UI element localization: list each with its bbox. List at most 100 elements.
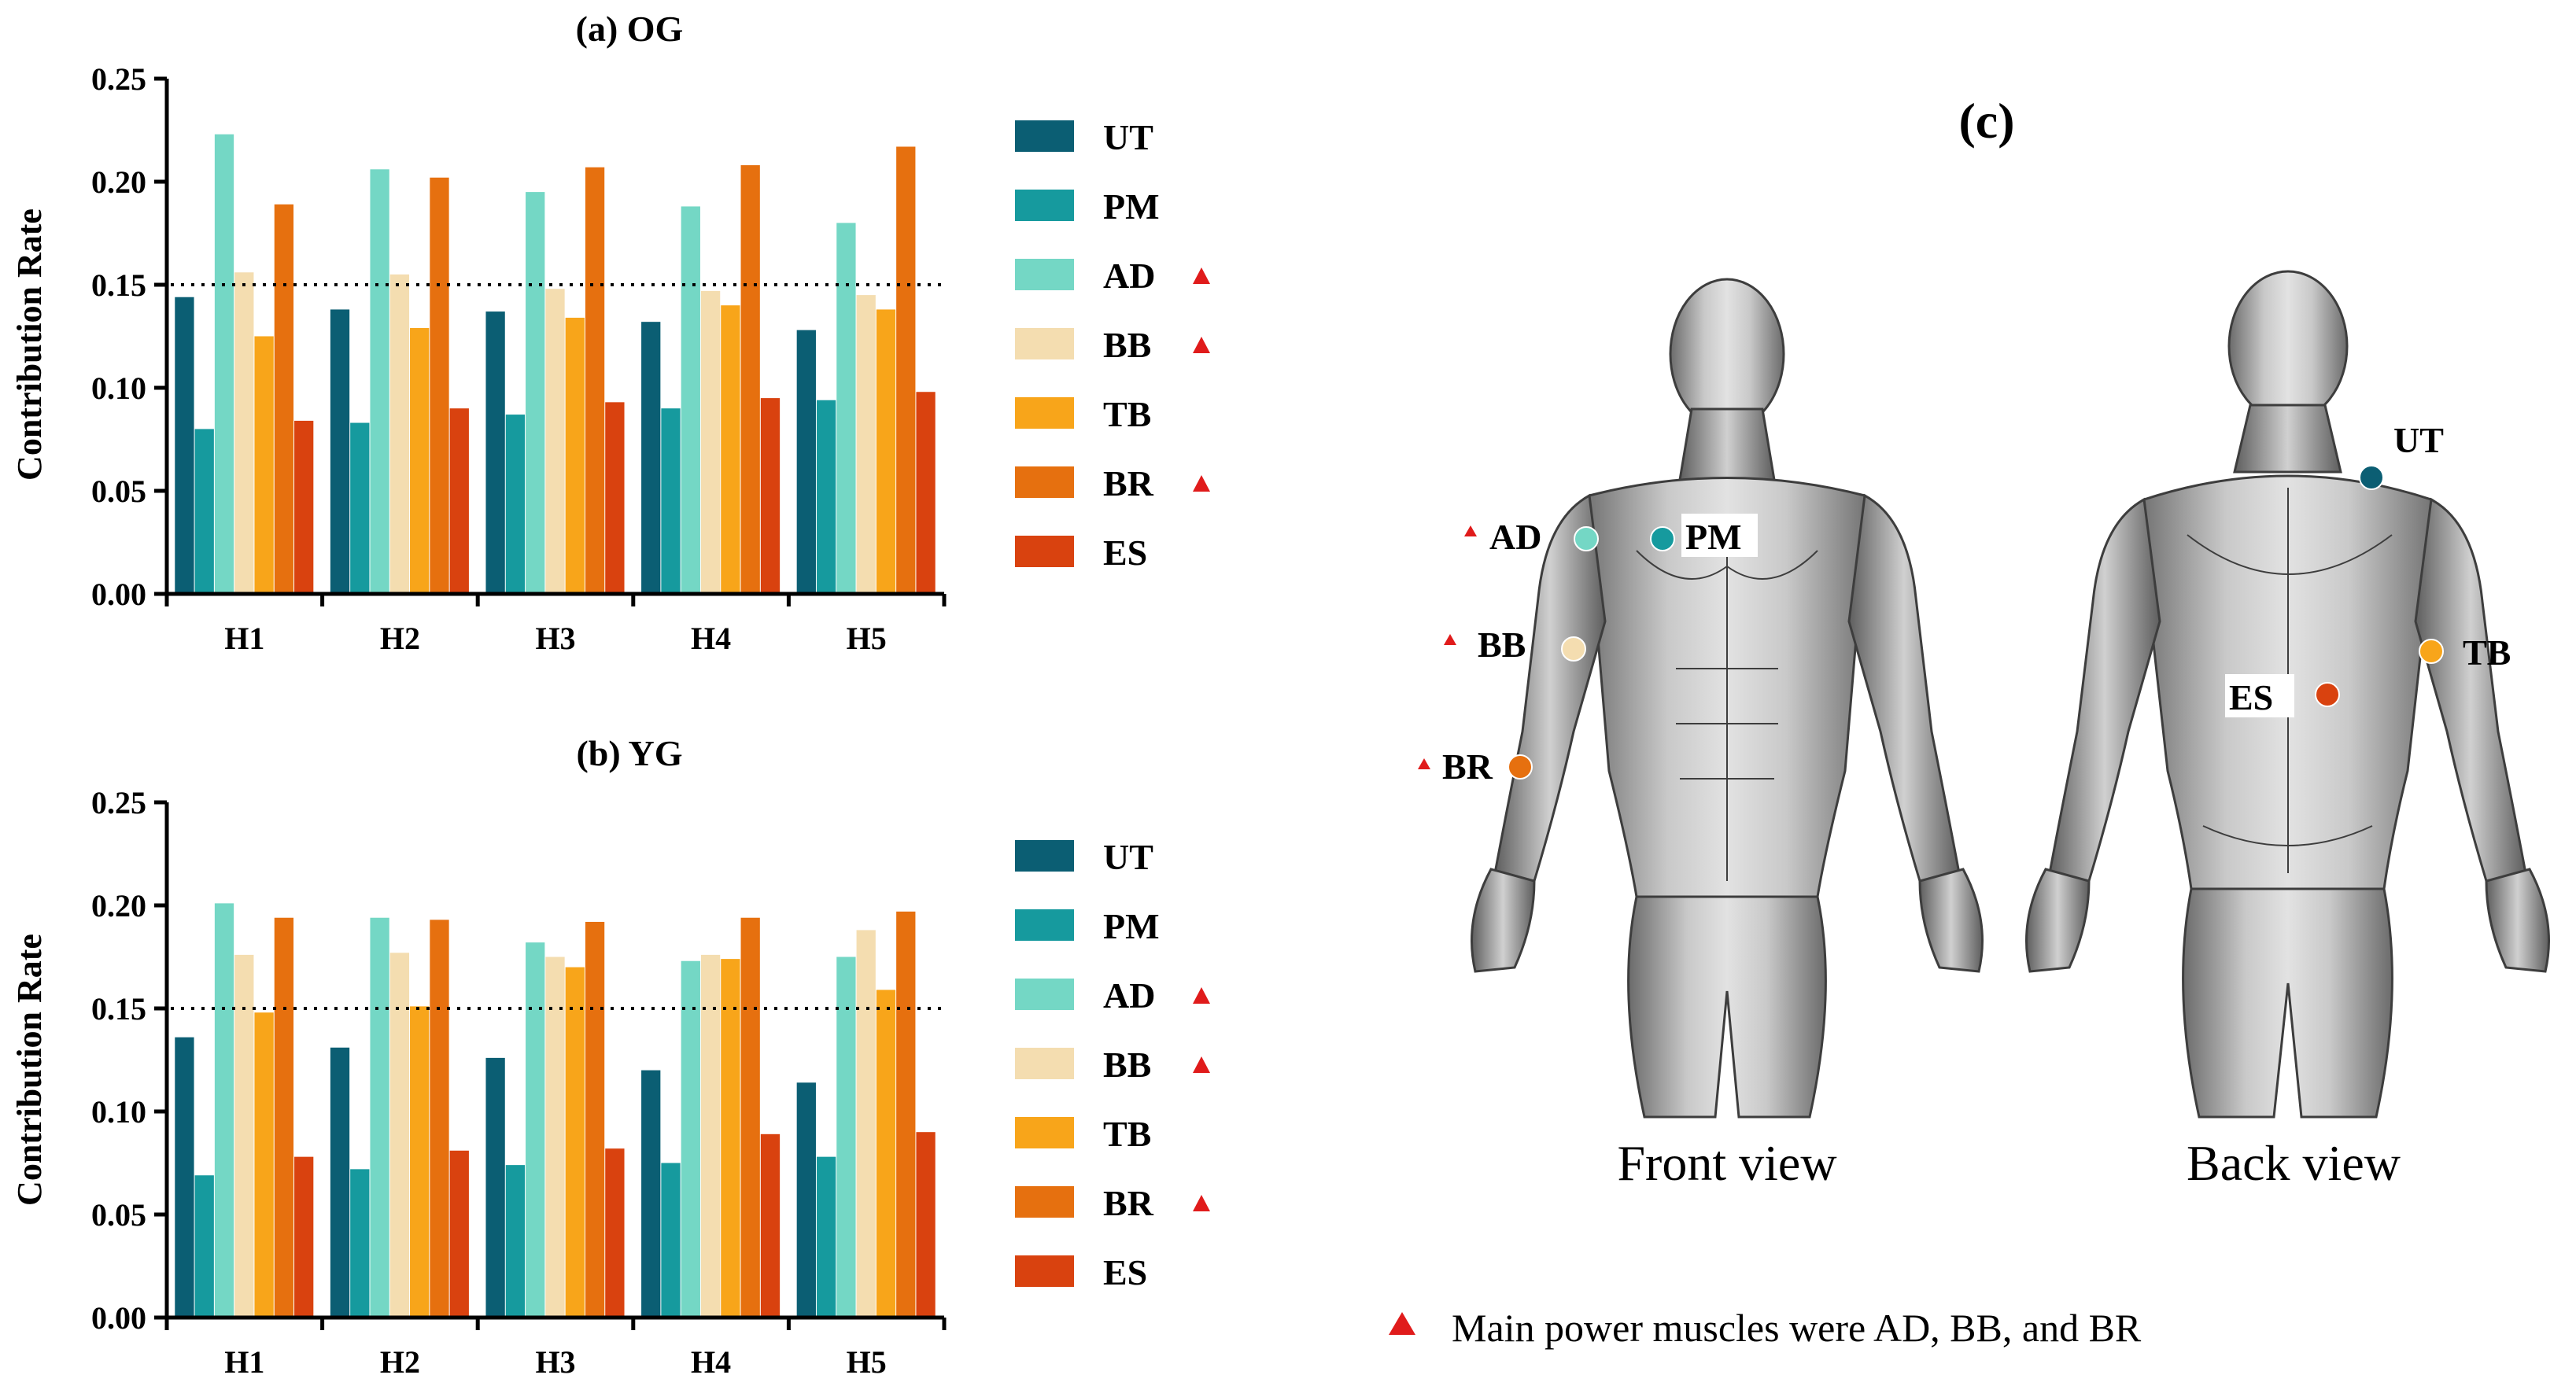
bar-TB-H3 [565, 317, 585, 594]
muscle-label: UT [2393, 420, 2444, 460]
back-right-hand [2485, 868, 2550, 973]
legend-swatch [1015, 979, 1074, 1010]
legend-label: PM [1103, 906, 1160, 946]
y-tick-label: 0.20 [91, 164, 146, 200]
bar-BR-H5 [896, 911, 916, 1318]
bar-ES-H2 [449, 408, 469, 594]
panel-c-title: (c) [1958, 93, 2014, 149]
bar-ES-H4 [760, 1133, 781, 1318]
back-legs [2182, 887, 2393, 1119]
main-muscle-triangle-icon [1193, 1195, 1210, 1211]
bar-PM-H1 [194, 429, 214, 594]
y-axis-label: Contribution Rate [10, 934, 49, 1206]
x-tick-label: H2 [380, 621, 420, 656]
muscle-label: TB [2463, 632, 2511, 673]
bar-PM-H3 [505, 415, 526, 594]
bar-TB-H5 [876, 990, 896, 1318]
bar-ES-H4 [760, 398, 781, 594]
y-axis-label: Contribution Rate [10, 208, 49, 481]
y-tick-label: 0.25 [91, 61, 146, 97]
bar-AD-H5 [836, 957, 856, 1318]
bar-BR-H2 [430, 177, 449, 594]
front-right-arm [1847, 493, 1961, 883]
bar-UT-H2 [330, 309, 350, 594]
main-muscle-triangle-icon [1193, 1056, 1210, 1073]
bar-AD-H3 [526, 942, 545, 1318]
back-view-caption: Back view [2187, 1135, 2401, 1191]
bar-BB-H3 [545, 289, 565, 594]
muscle-dot-icon [2419, 639, 2444, 664]
bar-AD-H4 [681, 960, 700, 1318]
legend-swatch [1015, 190, 1074, 221]
y-tick-label: 0.25 [91, 785, 146, 820]
bar-BR-H3 [585, 167, 605, 594]
bar-AD-H2 [370, 169, 389, 594]
legend-swatch [1015, 1117, 1074, 1148]
marker-AD: AD [1464, 517, 1599, 557]
x-tick-label: H2 [380, 1344, 420, 1380]
bar-TB-H4 [721, 959, 740, 1318]
legend: UT PM AD BB TB BR ES [1015, 837, 1210, 1292]
legend-label: UT [1103, 837, 1153, 877]
bar-ES-H3 [605, 402, 625, 594]
bar-PM-H4 [661, 1163, 681, 1318]
x-tick-label: H3 [535, 1344, 575, 1380]
legend-swatch [1015, 909, 1074, 941]
y-tick-label: 0.15 [91, 267, 146, 303]
main-muscle-triangle-icon [1193, 475, 1210, 492]
legend-swatch [1015, 536, 1074, 567]
muscle-dot-icon [1561, 636, 1586, 662]
bar-ES-H3 [605, 1148, 625, 1318]
legend-label: BB [1103, 1045, 1151, 1085]
marker-BR: BR [1418, 746, 1533, 787]
bar-TB-H2 [410, 328, 430, 594]
legend-swatch [1015, 840, 1074, 872]
bar-ES-H1 [294, 1156, 314, 1318]
y-tick-label: 0.15 [91, 991, 146, 1027]
panel-a-og-chart: (a) OG Contribution Rate 0.00 0.05 0.10 0.1… [10, 9, 1210, 656]
bar-UT-H4 [641, 1070, 661, 1318]
bar-UT-H1 [175, 1037, 194, 1318]
legend-swatch [1015, 1186, 1074, 1218]
bar-AD-H4 [681, 206, 700, 594]
bar-TB-H2 [410, 1006, 430, 1318]
muscle-label: PM [1685, 517, 1742, 557]
legend-label: UT [1103, 117, 1153, 157]
bar-BB-H1 [234, 272, 254, 594]
marker-TB: TB [2419, 632, 2511, 673]
bar-UT-H4 [641, 322, 661, 594]
back-left-arm [2048, 497, 2161, 883]
back-head [2227, 270, 2349, 422]
x-tick-label: H1 [224, 1344, 264, 1380]
front-view-caption: Front view [1617, 1135, 1836, 1191]
bar-ES-H5 [916, 1132, 936, 1318]
bar-BB-H4 [700, 290, 721, 594]
bar-UT-H2 [330, 1047, 350, 1318]
main-muscle-triangle-icon [1444, 634, 1456, 645]
legend-swatch [1015, 259, 1074, 290]
bar-BB-H4 [700, 954, 721, 1318]
muscle-dot-icon [2359, 465, 2384, 490]
back-right-arm [2414, 497, 2527, 883]
front-left-arm [1493, 493, 1607, 883]
front-neck [1678, 407, 1776, 481]
main-muscle-triangle-icon [1418, 758, 1430, 769]
legend-swatch [1015, 120, 1074, 152]
x-tick-label: H5 [847, 621, 887, 656]
y-tick-label: 0.10 [91, 1094, 146, 1130]
bar-AD-H5 [836, 223, 856, 594]
bar-AD-H3 [526, 192, 545, 594]
main-muscle-triangle-icon [1389, 1312, 1415, 1335]
y-tick-label: 0.05 [91, 474, 146, 509]
bar-UT-H3 [485, 311, 505, 594]
legend-label: AD [1103, 256, 1155, 296]
bar-BB-H5 [856, 295, 876, 594]
bar-UT-H3 [485, 1057, 505, 1318]
front-legs [1627, 895, 1827, 1119]
axes: 0.00 0.05 0.10 0.15 0.20 0.25 H1 H2 H3 H4 H5 [91, 61, 947, 656]
legend-swatch [1015, 1048, 1074, 1079]
bar-UT-H5 [796, 330, 816, 594]
front-head [1669, 278, 1785, 430]
bar-ES-H2 [449, 1150, 469, 1318]
front-body-illustration [1471, 278, 1984, 1119]
